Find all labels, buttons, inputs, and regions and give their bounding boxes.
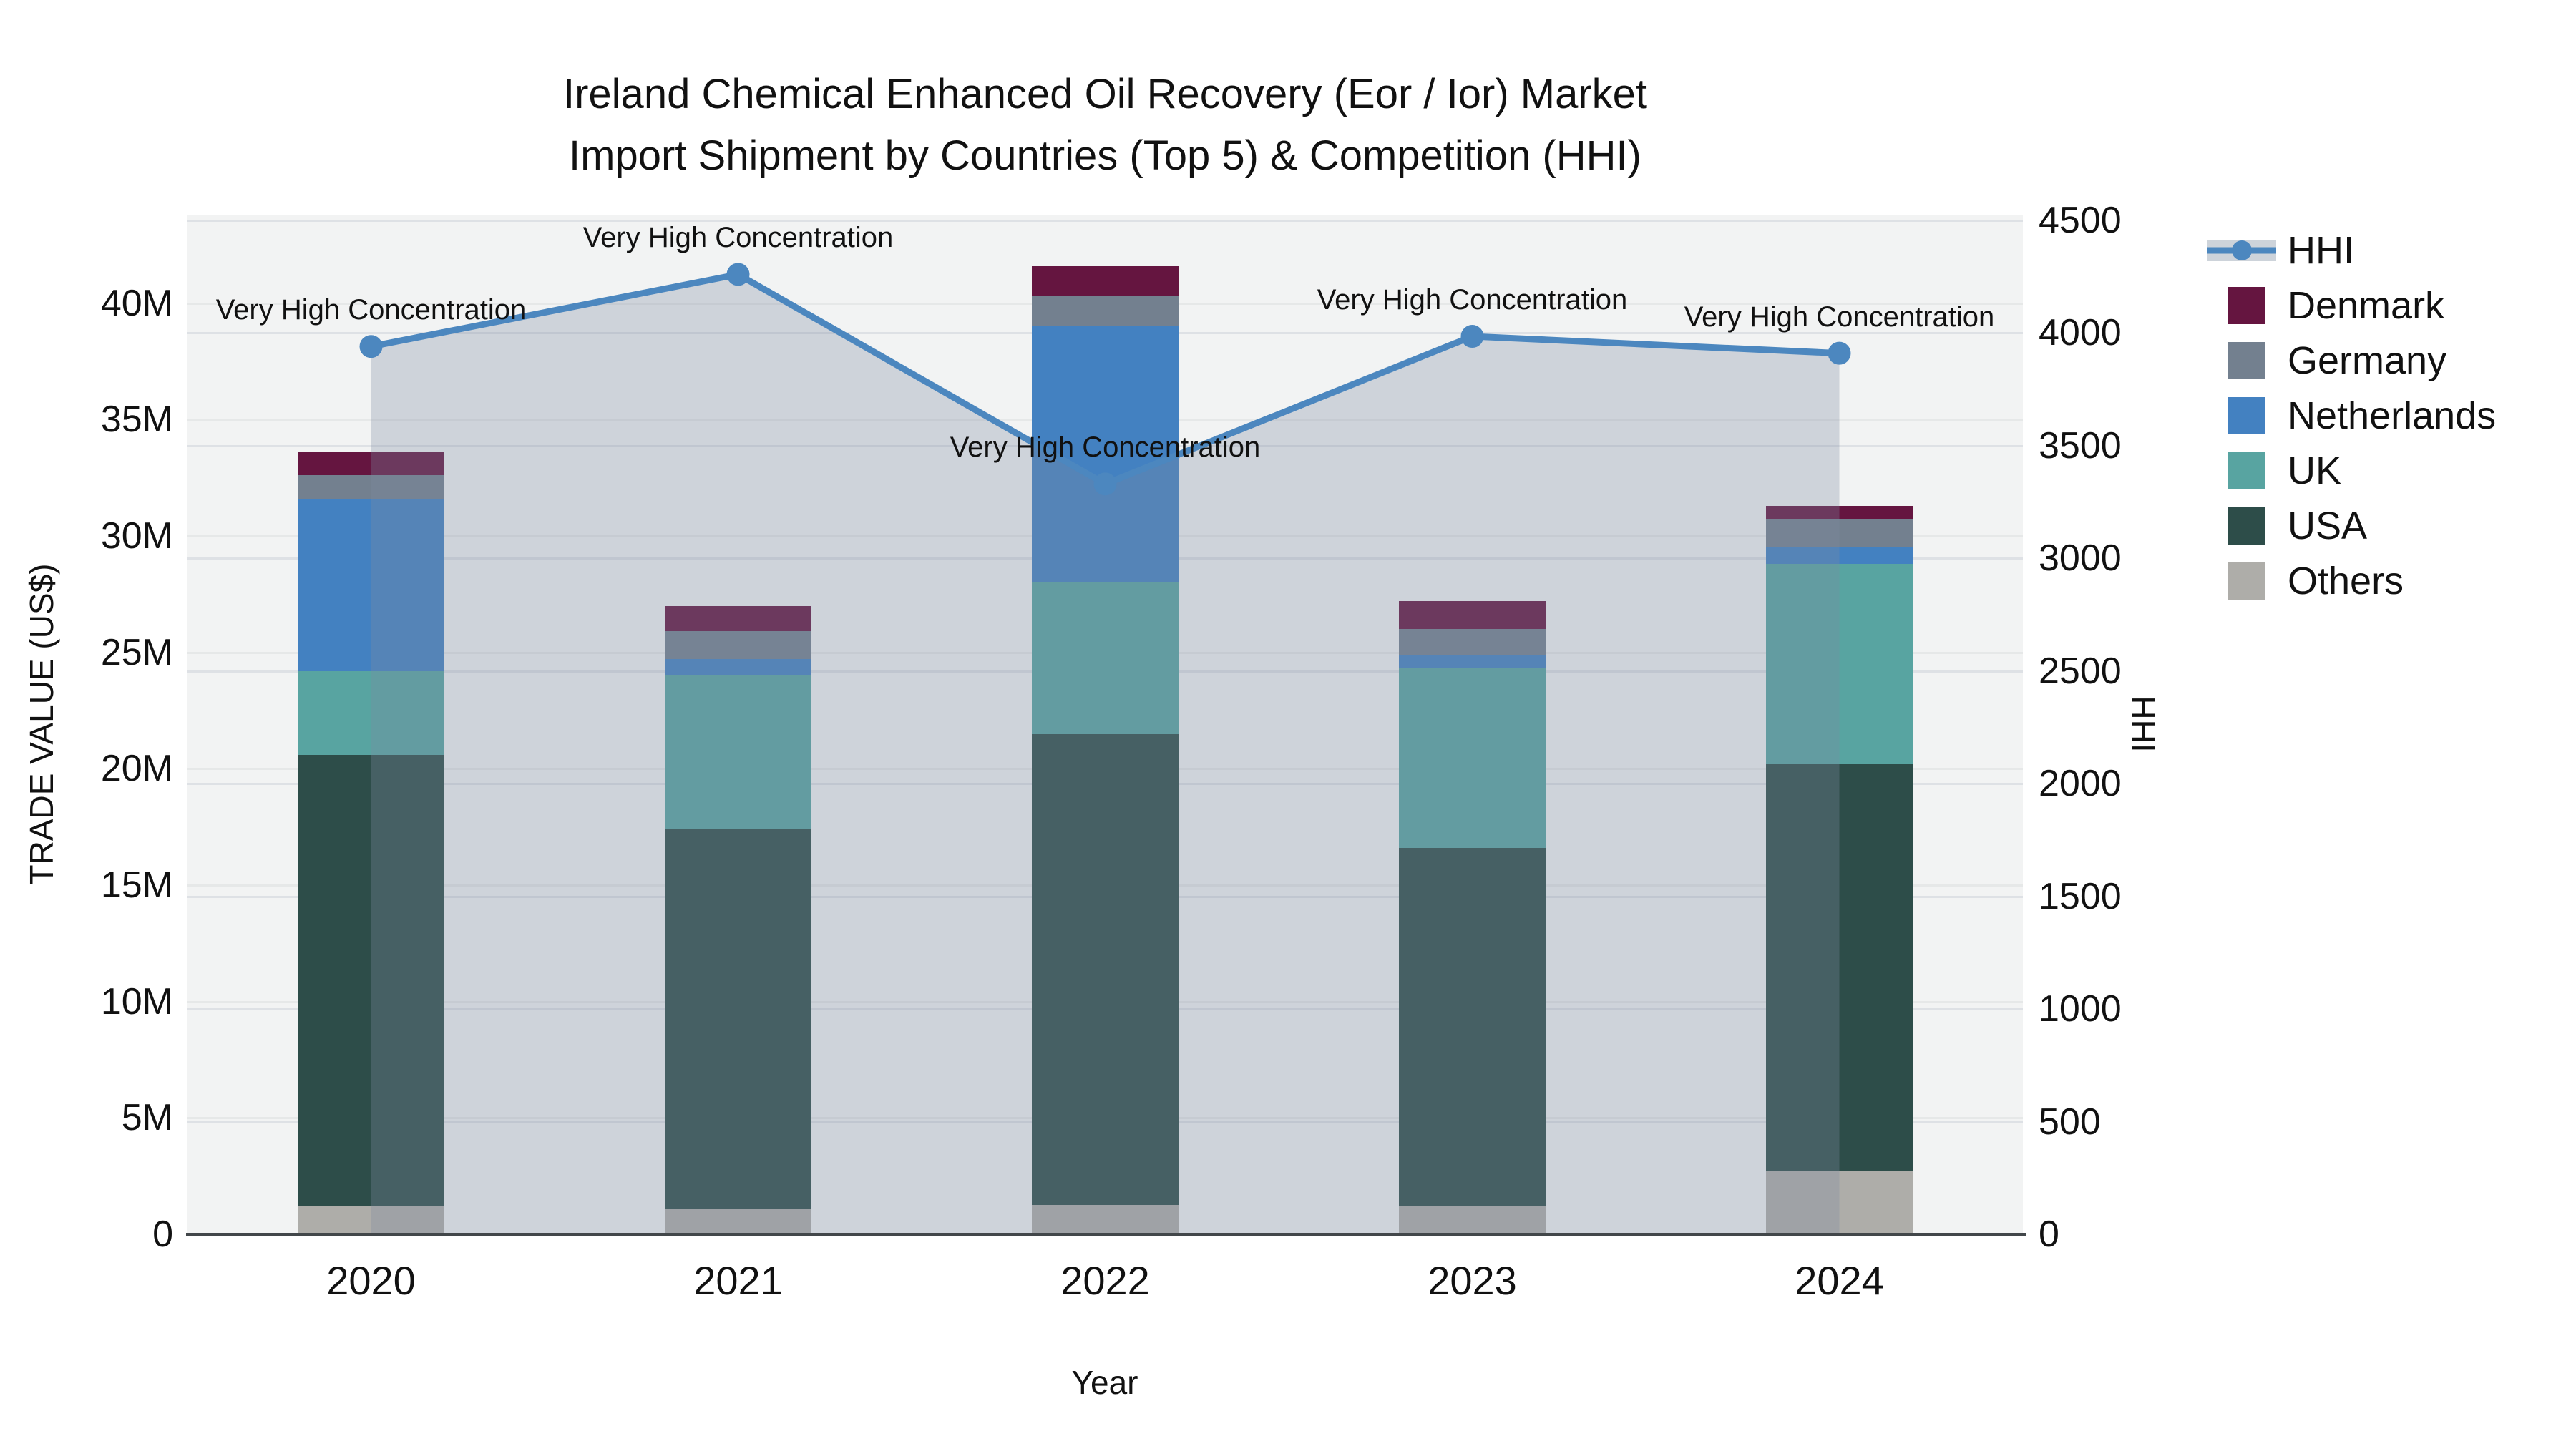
legend-label-germany: Germany: [2288, 338, 2447, 382]
y-left-tick-40M: 40M: [100, 282, 173, 324]
annotation-2020: Very High Concentration: [215, 294, 527, 326]
legend-swatch-usa: [2228, 507, 2265, 545]
bar-segment-others-2024[interactable]: [1766, 1171, 1913, 1234]
y-axis-title-right: HHI: [2124, 696, 2162, 753]
bar-segment-uk-2023[interactable]: [1399, 668, 1546, 848]
x-tick-2024: 2024: [1795, 1258, 1884, 1303]
y-right-tick-3500: 3500: [2039, 424, 2122, 467]
y-right-tick-1000: 1000: [2039, 988, 2122, 1030]
bar-segment-usa-2021[interactable]: [665, 829, 811, 1209]
y-axis-title-left: TRADE VALUE (US$): [23, 563, 60, 885]
legend-swatch-uk: [2228, 452, 2265, 489]
bar-segment-netherlands-2023[interactable]: [1399, 654, 1546, 669]
bar-segment-others-2020[interactable]: [298, 1206, 444, 1234]
x-tick-2023: 2023: [1428, 1258, 1517, 1303]
bar-segment-germany-2023[interactable]: [1399, 629, 1546, 655]
y-left-tick-10M: 10M: [100, 980, 173, 1023]
y-right-tick-1500: 1500: [2039, 875, 2122, 917]
bar-segment-denmark-2024[interactable]: [1766, 505, 1913, 520]
legend-swatch-others: [2228, 562, 2265, 600]
x-tick-2022: 2022: [1060, 1258, 1150, 1303]
legend-label-denmark: Denmark: [2288, 283, 2445, 327]
y-right-tick-4500: 4500: [2039, 199, 2122, 241]
annotation-2022: Very High Concentration: [950, 431, 1261, 464]
bar-segment-denmark-2022[interactable]: [1032, 265, 1179, 296]
bar-segment-denmark-2020[interactable]: [298, 452, 444, 476]
y-left-tick-20M: 20M: [100, 748, 173, 790]
hhi-marker-sample: [2232, 240, 2252, 260]
bar-segment-usa-2024[interactable]: [1766, 763, 1913, 1172]
legend-item-others[interactable]: Others: [2207, 553, 2576, 608]
legend-item-netherlands[interactable]: Netherlands: [2207, 388, 2576, 443]
legend-item-denmark[interactable]: Denmark: [2207, 278, 2576, 333]
legend-item-usa[interactable]: USA: [2207, 498, 2576, 553]
hhi-marker-2021[interactable]: [726, 263, 750, 286]
chart-title-line2: Import Shipment by Countries (Top 5) & C…: [569, 132, 1641, 179]
y-right-tick-3000: 3000: [2039, 537, 2122, 580]
bar-segment-netherlands-2024[interactable]: [1766, 546, 1913, 564]
legend-swatch-denmark: [2228, 286, 2265, 324]
annotation-2024: Very High Concentration: [1684, 301, 1995, 333]
legend-item-germany[interactable]: Germany: [2207, 333, 2576, 388]
chart-title: Ireland Chemical Enhanced Oil Recovery (…: [187, 64, 2023, 187]
y-right-tick-0: 0: [2039, 1214, 2059, 1255]
y-left-tick-25M: 25M: [100, 631, 173, 673]
hhi-marker-2022[interactable]: [1093, 472, 1117, 496]
legend-swatch-germany: [2228, 341, 2265, 379]
bar-segment-usa-2022[interactable]: [1032, 733, 1179, 1206]
bar-segment-usa-2020[interactable]: [298, 754, 444, 1206]
bar-segment-uk-2022[interactable]: [1032, 582, 1179, 734]
bar-segment-others-2021[interactable]: [665, 1209, 811, 1234]
x-tick-2021: 2021: [693, 1258, 783, 1303]
bar-segment-germany-2024[interactable]: [1766, 519, 1913, 547]
legend-label-others: Others: [2288, 559, 2404, 602]
bar-segment-germany-2020[interactable]: [298, 475, 444, 499]
y-left-tick-15M: 15M: [100, 864, 173, 906]
y-right-tick-500: 500: [2039, 1101, 2101, 1143]
hhi-marker-2023[interactable]: [1460, 325, 1484, 348]
x-axis-line: [186, 1233, 2026, 1236]
legend-label-usa: USA: [2288, 504, 2368, 547]
bar-segment-netherlands-2020[interactable]: [298, 498, 444, 671]
bar-segment-uk-2024[interactable]: [1766, 564, 1913, 764]
gridline-right: [187, 219, 2023, 222]
annotation-2021: Very High Concentration: [582, 222, 894, 254]
legend-label-hhi: HHI: [2288, 228, 2354, 272]
hhi-marker-2024[interactable]: [1828, 341, 1851, 365]
y-right-tick-2000: 2000: [2039, 763, 2122, 805]
legend-item-hhi[interactable]: HHI: [2207, 223, 2576, 278]
y-left-tick-35M: 35M: [100, 399, 173, 441]
legend-swatch-netherlands: [2228, 396, 2265, 434]
y-left-tick-0: 0: [152, 1214, 173, 1255]
x-axis-title: Year: [1071, 1364, 1138, 1401]
legend-item-uk[interactable]: UK: [2207, 443, 2576, 498]
bar-segment-uk-2021[interactable]: [665, 675, 811, 829]
hhi-marker-2020[interactable]: [359, 335, 383, 358]
bar-segment-germany-2022[interactable]: [1032, 296, 1179, 327]
bar-segment-usa-2023[interactable]: [1399, 847, 1546, 1206]
y-left-tick-30M: 30M: [100, 514, 173, 557]
x-tick-2020: 2020: [326, 1258, 416, 1303]
bar-segment-netherlands-2021[interactable]: [665, 659, 811, 676]
bar-segment-others-2023[interactable]: [1399, 1206, 1546, 1234]
bar-segment-uk-2020[interactable]: [298, 670, 444, 755]
y-left-tick-5M: 5M: [121, 1097, 173, 1139]
bar-segment-denmark-2023[interactable]: [1399, 601, 1546, 630]
bar-segment-germany-2021[interactable]: [665, 631, 811, 660]
y-right-tick-4000: 4000: [2039, 312, 2122, 354]
bar-segment-others-2022[interactable]: [1032, 1205, 1179, 1234]
legend-label-netherlands: Netherlands: [2288, 394, 2497, 437]
y-right-tick-2500: 2500: [2039, 650, 2122, 692]
legend-label-uk: UK: [2288, 449, 2342, 492]
bar-segment-denmark-2021[interactable]: [665, 605, 811, 632]
annotation-2023: Very High Concentration: [1317, 284, 1628, 316]
chart-title-line1: Ireland Chemical Enhanced Oil Recovery (…: [562, 71, 1648, 117]
